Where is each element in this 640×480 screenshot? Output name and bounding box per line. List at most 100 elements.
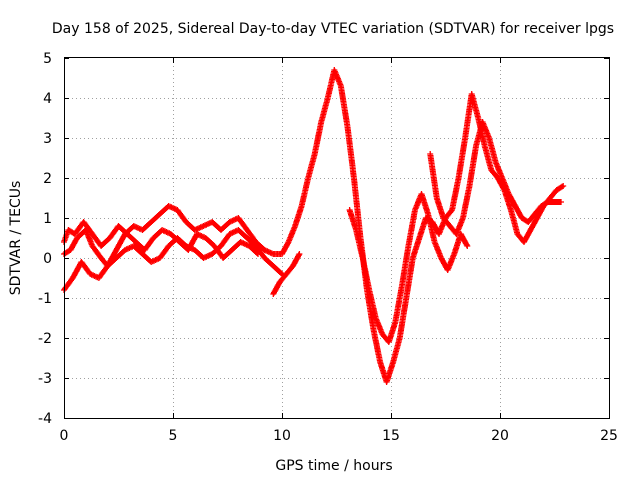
data-point (89, 273, 92, 275)
data-point (320, 121, 323, 123)
series-satellite-track-late-right (427, 119, 564, 237)
data-point (481, 121, 484, 123)
data-point (272, 265, 275, 267)
data-point (433, 241, 436, 243)
data-point (202, 225, 205, 227)
data-point (540, 205, 543, 207)
y-tick-label: -2 (38, 331, 52, 347)
y-axis-label: SDTVAR / TECUs (8, 181, 24, 296)
data-point (278, 281, 281, 283)
data-point (143, 249, 146, 251)
plot-frame (64, 57, 610, 419)
data-point (272, 293, 275, 295)
data-marks (61, 67, 567, 385)
data-point (451, 209, 453, 211)
data-point (372, 329, 375, 331)
data-point (294, 225, 296, 227)
data-point (141, 253, 144, 255)
data-point (440, 257, 443, 259)
data-point (464, 137, 467, 139)
data-point (91, 245, 94, 247)
data-point (222, 257, 225, 259)
data-point (76, 237, 78, 239)
data-point (475, 145, 477, 147)
data-point (466, 245, 469, 247)
data-point (442, 217, 445, 219)
data-point (562, 185, 565, 187)
data-point (108, 237, 111, 239)
data-point (520, 217, 523, 219)
data-point (455, 233, 458, 235)
data-point (555, 189, 558, 191)
data-point (169, 233, 172, 235)
data-point (132, 225, 135, 227)
series-satellite-track-upper (61, 219, 261, 261)
y-tick-label: -3 (38, 371, 52, 387)
data-point (248, 245, 251, 247)
data-point (161, 229, 164, 231)
data-point (549, 197, 552, 199)
data-point (254, 245, 257, 247)
data-point (106, 265, 109, 267)
data-point (527, 221, 530, 223)
x-axis-label: GPS time / hours (275, 458, 392, 474)
data-point (257, 253, 259, 255)
data-point (374, 317, 377, 319)
y-tick-label: 1 (43, 211, 52, 227)
data-point (407, 245, 410, 247)
data-point (411, 257, 414, 259)
data-point (523, 241, 525, 243)
data-point (204, 237, 207, 239)
y-tick-label: 4 (43, 91, 52, 107)
series-satellite-track-recovery (346, 191, 471, 345)
data-point (553, 201, 556, 203)
data-point (468, 185, 471, 187)
data-point (418, 237, 421, 239)
data-point (220, 229, 222, 231)
data-point (211, 221, 214, 223)
data-point (115, 257, 118, 259)
data-point (459, 233, 462, 235)
data-point (97, 277, 100, 279)
data-point (150, 261, 153, 263)
data-point (176, 209, 179, 211)
data-point (300, 205, 303, 207)
data-point (272, 253, 275, 255)
x-tick-label: 15 (382, 428, 400, 444)
data-point (67, 229, 70, 231)
data-point (82, 221, 85, 223)
data-point (398, 337, 401, 339)
data-point (71, 277, 74, 279)
y-tick-label: 5 (43, 51, 52, 67)
data-point (135, 241, 137, 243)
series-satellite-track-late-left (270, 251, 303, 297)
data-point (237, 217, 240, 219)
data-point (405, 297, 408, 299)
data-point (193, 249, 196, 251)
data-point (132, 245, 135, 247)
data-point (333, 69, 336, 71)
data-point (483, 145, 486, 147)
data-point (462, 217, 464, 219)
data-point (381, 333, 384, 335)
data-point (213, 245, 216, 247)
data-point (228, 221, 231, 223)
y-tick-label: 2 (43, 171, 52, 187)
data-point (150, 221, 153, 223)
data-point (488, 137, 490, 139)
data-point (368, 289, 371, 291)
data-point (414, 209, 416, 211)
data-point (152, 237, 155, 239)
data-point (533, 213, 536, 215)
data-point (74, 233, 76, 235)
data-point (281, 253, 283, 255)
axis-ticks: 0 5 10 15 20 25 -4 -3 -2 -1 0 1 2 3 4 5 (38, 51, 618, 444)
y-tick-label: -1 (38, 291, 52, 307)
data-point (470, 93, 473, 95)
data-point (167, 205, 170, 207)
data-point (246, 229, 249, 231)
data-point (401, 285, 403, 287)
data-point (379, 361, 381, 363)
data-point (446, 269, 449, 271)
